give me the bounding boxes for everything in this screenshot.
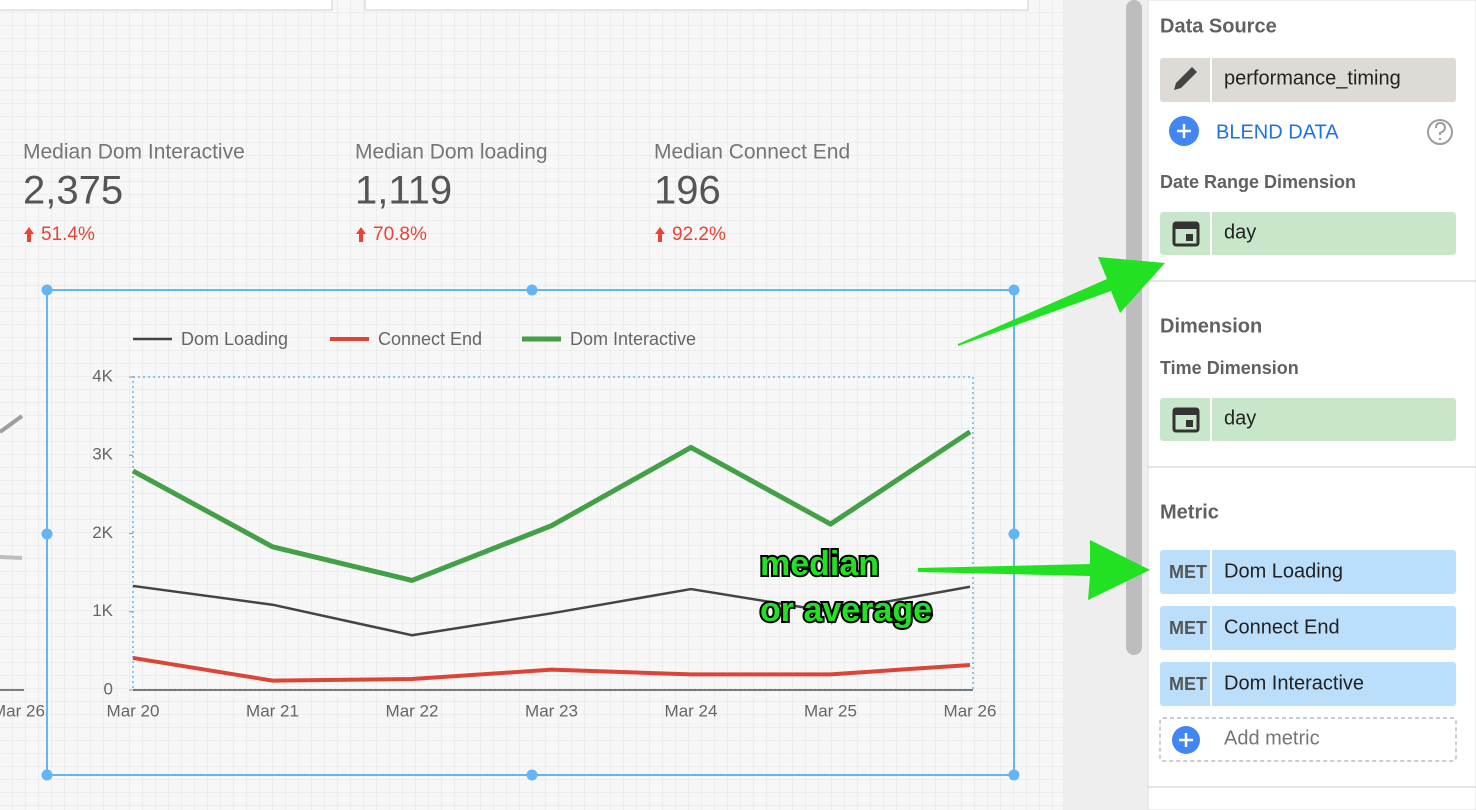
scorecard-change: 51.4% [41, 224, 95, 245]
resize-handle[interactable] [1008, 528, 1020, 540]
metric-list: MET Dom Loading MET Connect End MET Dom Inter… [1160, 550, 1456, 706]
edit-icon[interactable] [1174, 67, 1197, 90]
metric-icon: MET [1169, 618, 1207, 638]
blend-data[interactable]: BLEND DATA [1216, 121, 1339, 143]
scorecard-value: 196 [654, 169, 721, 213]
legend-label: Dom Loading [181, 329, 288, 349]
background-label: Mar 26 [0, 701, 45, 720]
arrow [958, 257, 1165, 346]
y-tick-label: 1K [92, 601, 113, 620]
metric-box[interactable] [1160, 606, 1456, 650]
scorecard-label: Median Dom loading [355, 141, 548, 164]
help-icon[interactable] [1427, 119, 1453, 145]
calendar-icon [1172, 221, 1200, 247]
x-tick-label: Mar 25 [804, 701, 857, 720]
series-line [132, 655, 971, 683]
y-tick-label: 3K [92, 445, 113, 464]
resize-handle[interactable] [41, 284, 53, 296]
annotation: or average [760, 591, 932, 629]
series-line [132, 584, 971, 637]
metric-box[interactable] [1160, 550, 1456, 594]
background-line [0, 555, 23, 560]
scrollbar[interactable] [1126, 0, 1142, 655]
scorecard-label: Median Connect End [654, 141, 850, 164]
metric-box[interactable] [1160, 662, 1456, 706]
resize-handle[interactable] [41, 528, 53, 540]
data-source: performance_timing [1224, 67, 1401, 89]
card [0, 0, 333, 11]
up-arrow [655, 227, 665, 242]
add-metric[interactable]: Add metric [1224, 727, 1320, 749]
y-tick-label: 0 [104, 679, 113, 698]
x-tick-label: Mar 23 [525, 701, 578, 720]
background-line [0, 414, 24, 434]
series-line [131, 429, 972, 583]
card [364, 0, 1029, 11]
scorecard-change: 70.8% [373, 224, 427, 245]
calendar-icon [1172, 407, 1200, 433]
resize-handle[interactable] [1008, 284, 1020, 296]
scorecard-value: 1,119 [355, 169, 452, 213]
arrow [918, 540, 1150, 600]
plot-area [132, 376, 974, 691]
data-source-box[interactable] [1160, 58, 1456, 102]
x-tick-label: Mar 21 [246, 701, 299, 720]
plus [1177, 124, 1191, 138]
heading: Data Source [1160, 15, 1277, 37]
chart: 0 1K 2K 3K 4K Mar 20 Mar 21 Mar 22 Mar 23 Mar 24 M… [92, 329, 996, 721]
x-tick-label: Mar 22 [386, 701, 439, 720]
date-range-box[interactable] [1160, 212, 1456, 255]
annotation: median [760, 545, 879, 583]
y-tick-label: 2K [92, 523, 113, 542]
canvas [0, 0, 1063, 810]
metric-name: Dom Loading [1224, 560, 1343, 582]
scorecard-value: 2,375 [23, 169, 123, 213]
y-tick-label: 4K [92, 366, 113, 385]
up-arrow [24, 227, 34, 242]
add-metric-box[interactable] [1159, 717, 1457, 762]
up-arrow [356, 227, 366, 242]
x-tick-label: Mar 26 [944, 701, 997, 720]
scorecard-label: Median Dom Interactive [23, 141, 245, 164]
handles [41, 284, 1020, 781]
resize-handle[interactable] [41, 769, 53, 781]
time-dimension-value: day [1224, 407, 1256, 429]
metric-name: Connect End [1224, 616, 1340, 638]
plus [1179, 733, 1193, 747]
resize-handle[interactable] [1008, 769, 1020, 781]
help-glyph [1435, 121, 1447, 140]
x-tick-label: Mar 20 [107, 701, 160, 720]
x-tick-label: Mar 24 [665, 701, 718, 720]
metric-icon: MET [1169, 562, 1207, 582]
heading: Date Range Dimension [1160, 172, 1356, 192]
date-range-value: day [1224, 221, 1256, 243]
heading: Dimension [1160, 315, 1262, 337]
heading: Time Dimension [1160, 358, 1299, 378]
legend-label: Connect End [378, 329, 482, 349]
heading: Metric [1160, 501, 1219, 523]
metric-icon: MET [1169, 674, 1207, 694]
time-dimension-box[interactable] [1160, 398, 1456, 441]
legend-label: Dom Interactive [570, 329, 696, 349]
resize-handle[interactable] [526, 284, 538, 296]
resize-handle[interactable] [526, 769, 538, 781]
scorecard-change: 92.2% [672, 224, 726, 245]
metric-name: Dom Interactive [1224, 672, 1364, 694]
scorecards: Median Dom Interactive 2,375 51.4% Median D… [23, 141, 850, 245]
